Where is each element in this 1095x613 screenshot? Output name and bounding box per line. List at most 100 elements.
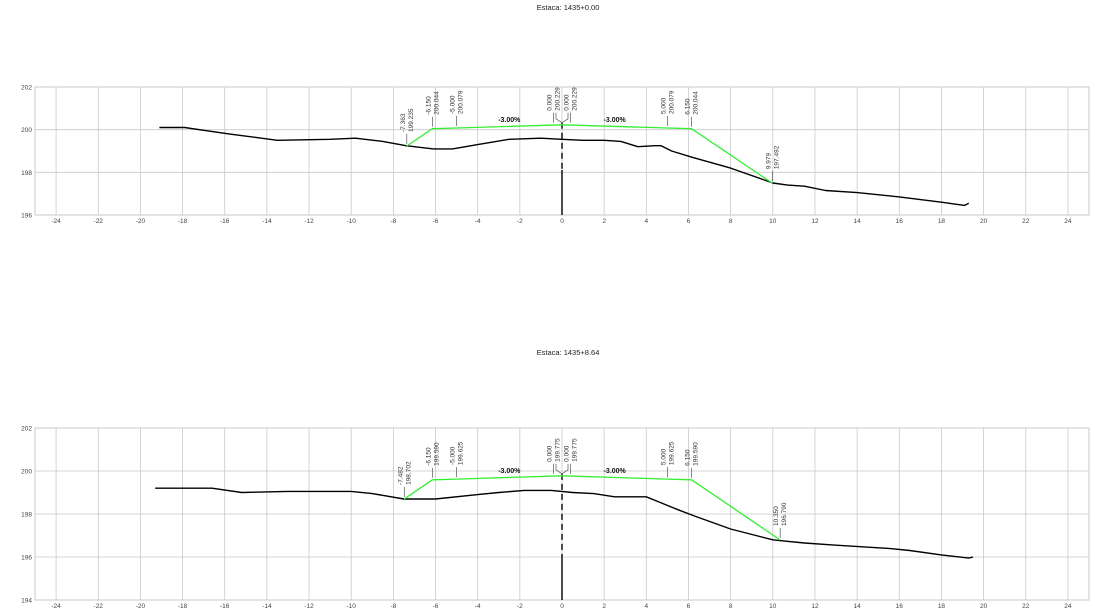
point-offset-label: 9.979	[765, 153, 772, 170]
point-offset-label: 6.150	[685, 449, 692, 466]
x-tick-label: -16	[220, 603, 230, 610]
x-tick-label: 10	[769, 218, 777, 225]
x-tick-label: -12	[304, 218, 314, 225]
y-tick-label: 196	[21, 555, 32, 562]
x-tick-label: -6	[433, 218, 439, 225]
point-elevation-label: 199.625	[668, 441, 675, 465]
x-tick-label: -18	[178, 603, 188, 610]
x-tick-label: 8	[729, 603, 733, 610]
y-tick-label: 200	[21, 469, 32, 476]
crown-marker	[555, 112, 569, 124]
x-tick-label: 4	[645, 218, 649, 225]
x-tick-label: 16	[896, 603, 904, 610]
chart-title: Estaca: 1435+0.00	[537, 3, 600, 12]
chart-title: Estaca: 1435+8.64	[537, 348, 600, 357]
slope-label: -3.00%	[604, 117, 627, 124]
point-elevation-label: 199.775	[571, 438, 578, 462]
point-elevation-label: 196.790	[781, 502, 788, 526]
design-section-line	[406, 124, 773, 184]
x-tick-label: 12	[811, 603, 819, 610]
y-tick-label: 200	[21, 127, 32, 134]
slope-label: -3.00%	[604, 468, 627, 475]
x-tick-label: 14	[854, 218, 862, 225]
x-tick-label: 4	[645, 603, 649, 610]
x-tick-label: -18	[178, 218, 188, 225]
point-offset-label: -6.150	[425, 447, 432, 466]
point-offset-label: 10.350	[773, 506, 780, 526]
point-elevation-label: 198.702	[405, 461, 412, 485]
x-tick-label: 22	[1022, 603, 1030, 610]
x-tick-label: 22	[1022, 218, 1030, 225]
terrain-line	[155, 487, 974, 559]
y-tick-label: 202	[21, 426, 32, 433]
point-offset-label: 0.000	[547, 445, 554, 462]
x-tick-label: -22	[94, 218, 104, 225]
point-elevation-label: 200.044	[693, 91, 700, 115]
x-tick-label: -10	[346, 218, 356, 225]
point-offset-label: -7.482	[397, 466, 404, 485]
point-offset-label: 0.000	[563, 94, 570, 111]
x-tick-label: 8	[729, 218, 733, 225]
x-tick-label: 18	[938, 218, 946, 225]
point-offset-label: 5.000	[660, 97, 667, 114]
point-elevation-label: 200.229	[571, 87, 578, 111]
point-elevation-label: 200.044	[433, 91, 440, 115]
point-offset-label: 6.150	[685, 98, 692, 115]
x-tick-label: 16	[896, 218, 904, 225]
x-tick-label: -22	[94, 603, 104, 610]
terrain-line	[159, 126, 970, 207]
point-elevation-label: 200.079	[668, 90, 675, 114]
y-tick-label: 198	[21, 512, 32, 519]
x-tick-label: 20	[980, 603, 988, 610]
y-tick-label: 196	[21, 213, 32, 220]
x-tick-label: -4	[475, 603, 481, 610]
x-tick-label: -6	[433, 603, 439, 610]
x-tick-label: 24	[1064, 603, 1072, 610]
point-offset-label: -7.363	[400, 113, 407, 132]
x-tick-label: -14	[262, 603, 272, 610]
x-tick-label: 18	[938, 603, 946, 610]
x-tick-label: -4	[475, 218, 481, 225]
x-tick-label: 14	[854, 603, 862, 610]
point-elevation-label: 199.775	[555, 438, 562, 462]
point-elevation-label: 199.590	[433, 442, 440, 466]
crown-marker	[555, 463, 569, 475]
x-tick-label: -20	[136, 218, 146, 225]
point-elevation-label: 200.079	[458, 90, 465, 114]
x-tick-label: -16	[220, 218, 230, 225]
x-tick-label: -14	[262, 218, 272, 225]
point-offset-label: 5.000	[660, 448, 667, 465]
x-tick-label: 2	[602, 218, 606, 225]
cross-section-chart-2: Estaca: 1435+8.64 -24 -22 -20 -18 -16 -14 -12 -…	[21, 348, 1090, 610]
x-tick-label: -2	[517, 218, 523, 225]
point-elevation-label: 200.229	[555, 87, 562, 111]
x-tick-label: -24	[51, 603, 61, 610]
x-tick-label: 0	[560, 603, 564, 610]
x-tick-label: 2	[602, 603, 606, 610]
x-tick-label: -8	[390, 603, 396, 610]
slope-label: -3.00%	[498, 117, 521, 124]
x-tick-label: 6	[687, 603, 691, 610]
point-elevation-label: 199.235	[408, 108, 415, 132]
point-offset-label: 0.000	[563, 445, 570, 462]
point-elevation-label: 197.492	[773, 145, 780, 169]
y-tick-label: 202	[21, 85, 32, 92]
x-tick-label: -12	[304, 603, 314, 610]
x-tick-label: 12	[811, 218, 819, 225]
point-offset-label: 0.000	[547, 94, 554, 111]
x-tick-label: -10	[346, 603, 356, 610]
y-tick-label: 198	[21, 170, 32, 177]
point-elevation-label: 199.590	[693, 442, 700, 466]
point-offset-label: -5.000	[450, 95, 457, 114]
x-tick-label: 10	[769, 603, 777, 610]
slope-label: -3.00%	[498, 468, 521, 475]
x-tick-label: 20	[980, 218, 988, 225]
x-tick-label: 24	[1064, 218, 1072, 225]
point-elevation-label: 199.625	[458, 441, 465, 465]
cross-section-chart-1: Estaca: 1435+0.00 -2 4 -22 -20 -18 -16 -14 -12 -…	[21, 3, 1090, 225]
point-offset-label: -6.150	[425, 96, 432, 115]
x-tick-label: 6	[687, 218, 691, 225]
x-tick-label: -20	[136, 603, 146, 610]
x-tick-label: -8	[390, 218, 396, 225]
